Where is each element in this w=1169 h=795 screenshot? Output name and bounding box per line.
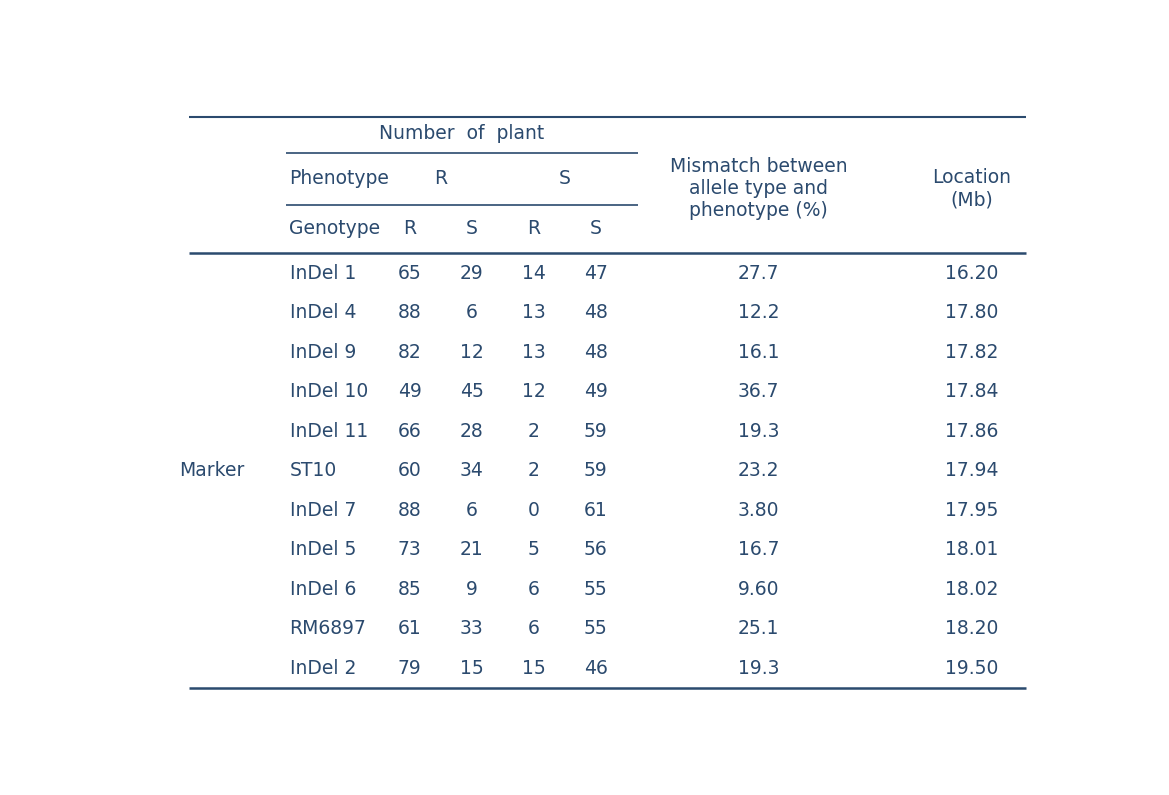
Text: Phenotype: Phenotype [290, 169, 389, 188]
Text: 16.7: 16.7 [738, 541, 779, 560]
Text: 55: 55 [583, 619, 608, 638]
Text: 6: 6 [527, 619, 540, 638]
Text: 59: 59 [583, 461, 608, 480]
Text: 61: 61 [583, 501, 608, 520]
Text: S: S [465, 219, 478, 238]
Text: 9: 9 [465, 580, 478, 599]
Text: RM6897: RM6897 [290, 619, 366, 638]
Text: InDel 1: InDel 1 [290, 263, 355, 282]
Text: Number  of  plant: Number of plant [379, 124, 545, 143]
Text: 27.7: 27.7 [738, 263, 779, 282]
Text: 88: 88 [397, 501, 422, 520]
Text: 0: 0 [527, 501, 540, 520]
Text: 49: 49 [583, 382, 608, 401]
Text: 66: 66 [397, 421, 422, 440]
Text: 21: 21 [459, 541, 484, 560]
Text: Marker: Marker [179, 461, 244, 480]
Text: 17.86: 17.86 [945, 421, 998, 440]
Text: 3.80: 3.80 [738, 501, 779, 520]
Text: 17.84: 17.84 [945, 382, 998, 401]
Text: 13: 13 [521, 303, 546, 322]
Text: 19.50: 19.50 [945, 659, 998, 678]
Text: 12: 12 [459, 343, 484, 362]
Text: InDel 11: InDel 11 [290, 421, 368, 440]
Text: 56: 56 [583, 541, 608, 560]
Text: 12: 12 [521, 382, 546, 401]
Text: 34: 34 [459, 461, 484, 480]
Text: 6: 6 [527, 580, 540, 599]
Text: 25.1: 25.1 [738, 619, 779, 638]
Text: InDel 5: InDel 5 [290, 541, 355, 560]
Text: 2: 2 [527, 421, 540, 440]
Text: InDel 6: InDel 6 [290, 580, 355, 599]
Text: S: S [589, 219, 602, 238]
Text: 79: 79 [397, 659, 422, 678]
Text: InDel 2: InDel 2 [290, 659, 355, 678]
Text: 49: 49 [397, 382, 422, 401]
Text: 29: 29 [459, 263, 484, 282]
Text: 16.20: 16.20 [945, 263, 998, 282]
Text: 55: 55 [583, 580, 608, 599]
Text: 18.02: 18.02 [945, 580, 998, 599]
Text: 6: 6 [465, 501, 478, 520]
Text: 17.82: 17.82 [945, 343, 998, 362]
Text: 19.3: 19.3 [738, 659, 779, 678]
Text: InDel 4: InDel 4 [290, 303, 357, 322]
Text: 61: 61 [397, 619, 422, 638]
Text: 6: 6 [465, 303, 478, 322]
Text: 18.20: 18.20 [945, 619, 998, 638]
Text: R: R [527, 219, 540, 238]
Text: Location
(Mb): Location (Mb) [932, 169, 1011, 209]
Text: 48: 48 [583, 303, 608, 322]
Text: 23.2: 23.2 [738, 461, 779, 480]
Text: 15: 15 [521, 659, 546, 678]
Text: 5: 5 [527, 541, 540, 560]
Text: InDel 9: InDel 9 [290, 343, 355, 362]
Text: InDel 10: InDel 10 [290, 382, 368, 401]
Text: 33: 33 [459, 619, 484, 638]
Text: Mismatch between
allele type and
phenotype (%): Mismatch between allele type and phenoty… [670, 157, 848, 220]
Text: 88: 88 [397, 303, 422, 322]
Text: InDel 7: InDel 7 [290, 501, 355, 520]
Text: 46: 46 [583, 659, 608, 678]
Text: 9.60: 9.60 [738, 580, 779, 599]
Text: 17.94: 17.94 [945, 461, 998, 480]
Text: 16.1: 16.1 [738, 343, 779, 362]
Text: 45: 45 [459, 382, 484, 401]
Text: 12.2: 12.2 [738, 303, 779, 322]
Text: ST10: ST10 [290, 461, 337, 480]
Text: 18.01: 18.01 [945, 541, 998, 560]
Text: 19.3: 19.3 [738, 421, 779, 440]
Text: 28: 28 [459, 421, 484, 440]
Text: 73: 73 [397, 541, 422, 560]
Text: R: R [403, 219, 416, 238]
Text: R: R [434, 169, 448, 188]
Text: 48: 48 [583, 343, 608, 362]
Text: 14: 14 [521, 263, 546, 282]
Text: 60: 60 [397, 461, 422, 480]
Text: 47: 47 [583, 263, 608, 282]
Text: 82: 82 [397, 343, 422, 362]
Text: 59: 59 [583, 421, 608, 440]
Text: Genotype: Genotype [290, 219, 381, 238]
Text: S: S [559, 169, 570, 188]
Text: 85: 85 [397, 580, 422, 599]
Text: 17.80: 17.80 [945, 303, 998, 322]
Text: 15: 15 [459, 659, 484, 678]
Text: 36.7: 36.7 [738, 382, 779, 401]
Text: 17.95: 17.95 [945, 501, 998, 520]
Text: 65: 65 [397, 263, 422, 282]
Text: 13: 13 [521, 343, 546, 362]
Text: 2: 2 [527, 461, 540, 480]
